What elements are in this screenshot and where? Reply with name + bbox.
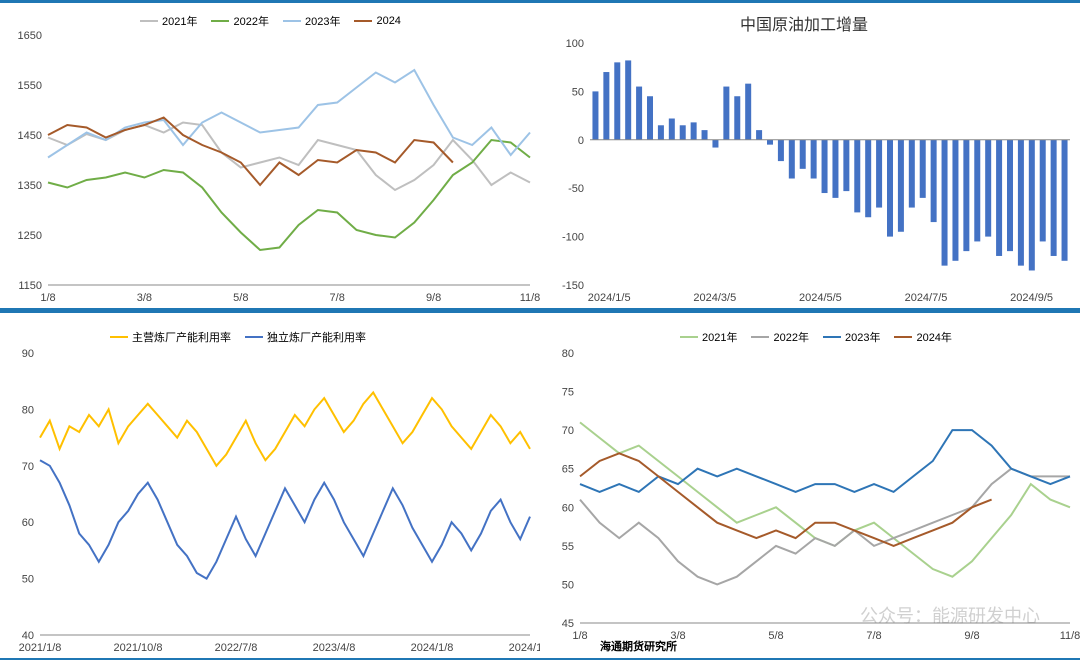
svg-text:2024/7/5: 2024/7/5 bbox=[905, 292, 948, 304]
svg-text:11/8: 11/8 bbox=[520, 292, 540, 304]
svg-text:75: 75 bbox=[562, 387, 574, 399]
svg-text:90: 90 bbox=[22, 348, 34, 360]
panel-top-left: 2021年2022年2023年2024 11501250135014501550… bbox=[0, 0, 540, 310]
svg-text:1250: 1250 bbox=[18, 230, 42, 242]
svg-text:45: 45 bbox=[562, 618, 574, 630]
chart-tr-svg: -150 -100 -50 0 50 100 2024/1/5 2024/3/5 2024/5/… bbox=[540, 3, 1080, 313]
svg-text:1/8: 1/8 bbox=[572, 630, 587, 642]
svg-text:11/8: 11/8 bbox=[1060, 630, 1080, 642]
svg-text:-100: -100 bbox=[562, 232, 584, 244]
svg-text:70: 70 bbox=[22, 461, 34, 473]
svg-text:2024/10/: 2024/10/ bbox=[509, 642, 540, 654]
svg-text:2024/1/8: 2024/1/8 bbox=[411, 642, 454, 654]
svg-text:65: 65 bbox=[562, 464, 574, 476]
panel-top-right: 中国原油加工增量 -150-100-500501002024/1/52024/3… bbox=[540, 0, 1080, 310]
svg-text:5/8: 5/8 bbox=[768, 630, 783, 642]
svg-text:-150: -150 bbox=[562, 280, 584, 292]
svg-text:55: 55 bbox=[562, 541, 574, 553]
svg-text:80: 80 bbox=[562, 348, 574, 360]
svg-text:1/8: 1/8 bbox=[40, 292, 55, 304]
svg-text:1450: 1450 bbox=[18, 130, 42, 142]
svg-text:1550: 1550 bbox=[18, 80, 42, 92]
svg-text:-50: -50 bbox=[568, 183, 584, 195]
svg-text:0: 0 bbox=[578, 135, 584, 147]
chart-tl-svg: 1150 1250 1350 1450 1550 1650 1/8 3/8 5/8 7/8 9/8 1… bbox=[0, 3, 540, 313]
panel-bottom-left: 主营炼厂产能利用率独立炼厂产能利用率 4050607080902021/1/82… bbox=[0, 310, 540, 660]
svg-text:100: 100 bbox=[566, 38, 584, 50]
svg-text:80: 80 bbox=[22, 404, 34, 416]
svg-text:5/8: 5/8 bbox=[233, 292, 248, 304]
svg-text:3/8: 3/8 bbox=[137, 292, 152, 304]
svg-text:70: 70 bbox=[562, 425, 574, 437]
svg-text:1150: 1150 bbox=[18, 280, 42, 292]
chart-grid: 2021年2022年2023年2024 11501250135014501550… bbox=[0, 0, 1080, 660]
svg-text:1350: 1350 bbox=[18, 180, 42, 192]
svg-text:50: 50 bbox=[22, 574, 34, 586]
svg-text:2024/9/5: 2024/9/5 bbox=[1010, 292, 1053, 304]
svg-text:2022/7/8: 2022/7/8 bbox=[215, 642, 258, 654]
svg-text:9/8: 9/8 bbox=[426, 292, 441, 304]
chart-br-svg: 45505560657075801/83/85/87/89/811/8 bbox=[540, 313, 1080, 663]
svg-text:2024/1/5: 2024/1/5 bbox=[588, 292, 631, 304]
svg-text:2023/4/8: 2023/4/8 bbox=[313, 642, 356, 654]
svg-text:2024/5/5: 2024/5/5 bbox=[799, 292, 842, 304]
svg-text:2024/3/5: 2024/3/5 bbox=[693, 292, 736, 304]
panel-bottom-right: 2021年2022年2023年2024年 45505560657075801/8… bbox=[540, 310, 1080, 660]
footer-source: 海通期货研究所 bbox=[600, 638, 677, 654]
svg-text:9/8: 9/8 bbox=[964, 630, 979, 642]
svg-text:7/8: 7/8 bbox=[330, 292, 345, 304]
svg-text:60: 60 bbox=[562, 502, 574, 514]
svg-text:40: 40 bbox=[22, 630, 34, 642]
chart-bl-svg: 40 50 60 70 80 90 2021/1/8 2021/10/8 2022/7/8 202… bbox=[0, 313, 540, 663]
svg-text:2021/10/8: 2021/10/8 bbox=[114, 642, 163, 654]
svg-text:1650: 1650 bbox=[18, 30, 42, 42]
svg-text:7/8: 7/8 bbox=[866, 630, 881, 642]
svg-text:60: 60 bbox=[22, 517, 34, 529]
svg-text:2021/1/8: 2021/1/8 bbox=[19, 642, 62, 654]
svg-text:50: 50 bbox=[562, 579, 574, 591]
svg-text:50: 50 bbox=[572, 86, 584, 98]
